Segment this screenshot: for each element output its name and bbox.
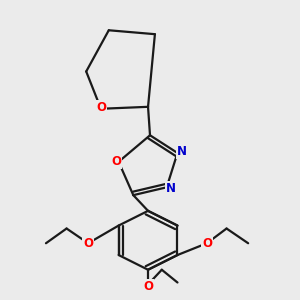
Text: O: O [96,101,106,114]
Text: O: O [83,237,93,250]
Text: O: O [111,155,121,168]
Text: O: O [143,280,153,293]
Text: N: N [166,182,176,195]
Text: O: O [202,237,212,250]
Text: N: N [177,145,187,158]
